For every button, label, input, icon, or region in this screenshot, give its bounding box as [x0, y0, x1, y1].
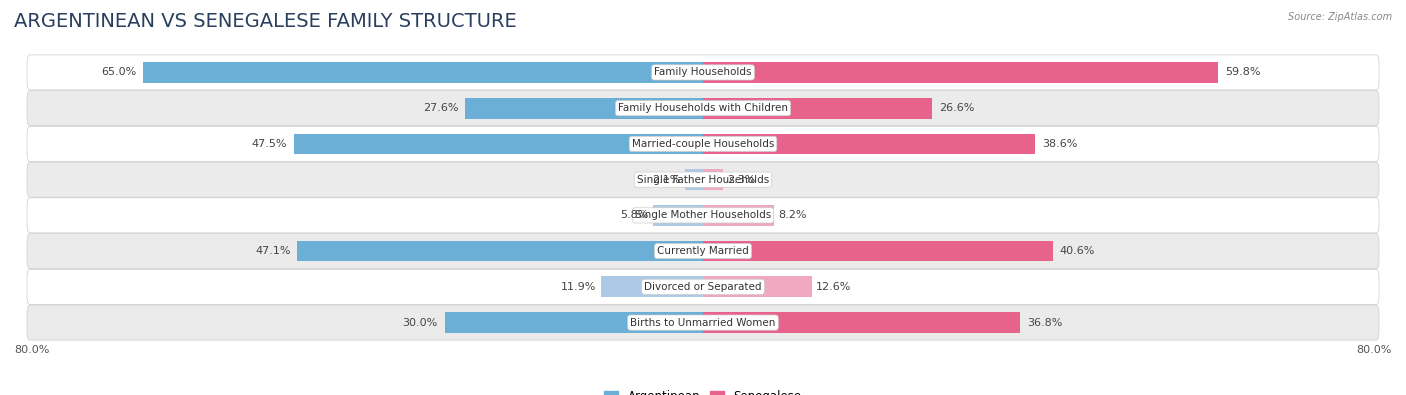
Bar [685, 169, 703, 190]
Text: 2.3%: 2.3% [727, 175, 755, 184]
Bar [703, 241, 1053, 261]
Text: Divorced or Separated: Divorced or Separated [644, 282, 762, 292]
Text: 5.8%: 5.8% [620, 211, 648, 220]
FancyBboxPatch shape [27, 90, 1379, 126]
Text: Single Mother Households: Single Mother Households [636, 211, 770, 220]
Text: Family Households with Children: Family Households with Children [619, 103, 787, 113]
Bar [600, 276, 703, 297]
Bar [703, 169, 723, 190]
FancyBboxPatch shape [27, 126, 1379, 162]
Bar [703, 134, 1035, 154]
FancyBboxPatch shape [27, 269, 1379, 305]
FancyBboxPatch shape [27, 233, 1379, 269]
Bar [465, 98, 703, 118]
Bar [143, 62, 703, 83]
Text: 65.0%: 65.0% [101, 68, 136, 77]
Text: 27.6%: 27.6% [423, 103, 458, 113]
Bar [294, 134, 703, 154]
Text: Single Father Households: Single Father Households [637, 175, 769, 184]
Text: 38.6%: 38.6% [1042, 139, 1077, 149]
Bar [703, 312, 1019, 333]
Legend: Argentinean, Senegalese: Argentinean, Senegalese [599, 385, 807, 395]
Bar [298, 241, 703, 261]
Text: 36.8%: 36.8% [1026, 318, 1062, 327]
Text: 11.9%: 11.9% [561, 282, 596, 292]
Text: Family Households: Family Households [654, 68, 752, 77]
Text: 26.6%: 26.6% [939, 103, 974, 113]
Text: 8.2%: 8.2% [778, 211, 807, 220]
Bar [703, 62, 1218, 83]
Text: 80.0%: 80.0% [1357, 345, 1392, 355]
Bar [703, 276, 811, 297]
FancyBboxPatch shape [27, 198, 1379, 233]
Bar [444, 312, 703, 333]
FancyBboxPatch shape [27, 305, 1379, 340]
Text: Births to Unmarried Women: Births to Unmarried Women [630, 318, 776, 327]
Text: 59.8%: 59.8% [1225, 68, 1260, 77]
Bar [703, 205, 773, 226]
Text: 2.1%: 2.1% [652, 175, 681, 184]
Bar [703, 98, 932, 118]
Text: 40.6%: 40.6% [1060, 246, 1095, 256]
Text: 47.1%: 47.1% [254, 246, 291, 256]
Text: 12.6%: 12.6% [815, 282, 851, 292]
Bar [652, 205, 703, 226]
Text: Married-couple Households: Married-couple Households [631, 139, 775, 149]
Text: Source: ZipAtlas.com: Source: ZipAtlas.com [1288, 12, 1392, 22]
FancyBboxPatch shape [27, 55, 1379, 90]
Text: 30.0%: 30.0% [402, 318, 437, 327]
FancyBboxPatch shape [27, 162, 1379, 197]
Text: 47.5%: 47.5% [252, 139, 287, 149]
Text: Currently Married: Currently Married [657, 246, 749, 256]
Text: 80.0%: 80.0% [14, 345, 49, 355]
Text: ARGENTINEAN VS SENEGALESE FAMILY STRUCTURE: ARGENTINEAN VS SENEGALESE FAMILY STRUCTU… [14, 12, 517, 31]
